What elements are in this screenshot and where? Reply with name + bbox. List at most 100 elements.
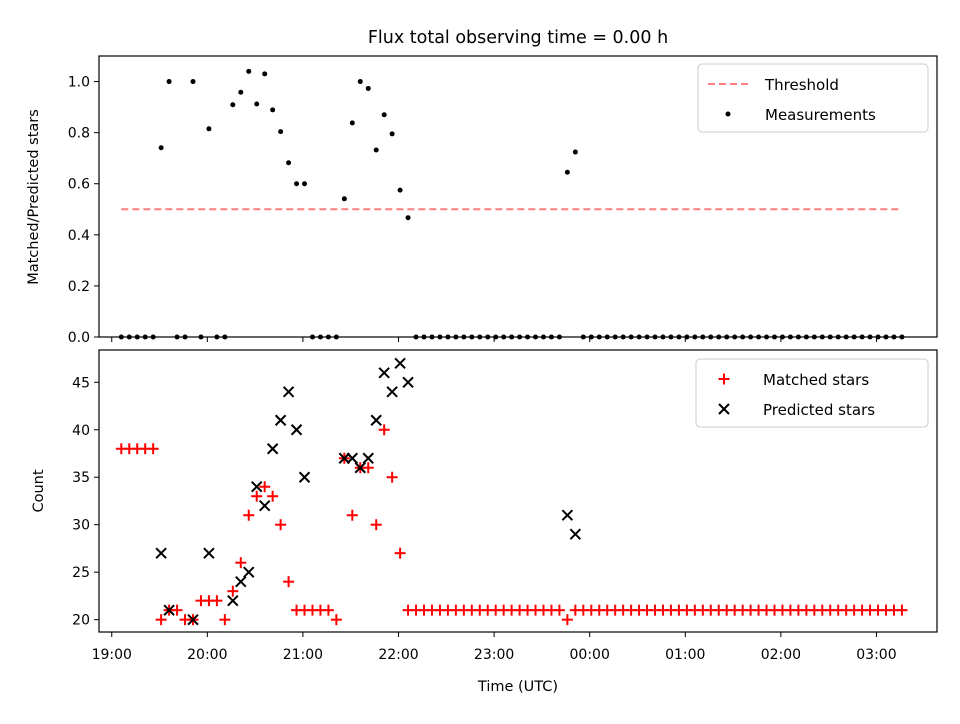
predicted-marker-b	[251, 481, 263, 493]
top-axes-frame	[98, 55, 938, 338]
top-ytick-label: 0.8	[68, 126, 90, 142]
bottom-ytick-label: 35	[72, 470, 90, 486]
measurement-point	[357, 79, 363, 85]
legend-measurements-swatch	[725, 111, 731, 117]
top-ytick-label: 0.0	[68, 330, 90, 346]
measurement-point	[341, 196, 347, 202]
measurement-point	[190, 79, 196, 85]
top-panel: 0.0 0.2 0.4 0.6 0.8 1.0 Matched/Predicted sta…	[26, 55, 938, 346]
measurement-point	[572, 149, 578, 155]
top-panel-marks	[118, 68, 905, 340]
measurement-point	[397, 187, 403, 193]
predicted-marker-b	[561, 509, 574, 521]
matched-star-marker	[370, 519, 382, 531]
predicted-marker-b	[258, 500, 271, 512]
matched-star-marker	[346, 509, 358, 521]
predicted-star-marker	[561, 509, 574, 521]
bottom-ylabel: Count	[31, 469, 47, 512]
legend-predicted-swatch-b	[718, 403, 730, 415]
matched-star-marker	[235, 557, 247, 569]
matched-star-marker	[561, 614, 573, 626]
bottom-axes-frame	[98, 349, 938, 633]
measurement-point	[278, 129, 284, 135]
legend-measurements-label: Measurements	[765, 106, 876, 124]
predicted-marker-b	[282, 386, 295, 398]
predicted-star-marker	[290, 424, 303, 436]
measurement-point	[238, 89, 244, 95]
bottom-ytick-label: 45	[72, 375, 90, 391]
measurement-point	[286, 160, 292, 166]
predicted-marker-b	[203, 547, 215, 559]
matched-star-marker	[251, 490, 263, 502]
matched-star-marker	[155, 614, 167, 626]
top-ytick-label: 1.0	[68, 75, 90, 91]
matched-star-marker	[322, 604, 334, 616]
measurement-point	[246, 68, 252, 74]
predicted-marker-b	[370, 414, 382, 426]
measurement-point	[294, 181, 300, 187]
predicted-star-marker	[163, 604, 175, 616]
matched-star-marker	[275, 519, 287, 531]
matched-star-marker	[259, 481, 271, 493]
bottom-ytick-label: 40	[72, 423, 90, 439]
measurement-point	[405, 215, 411, 221]
measurement-point	[230, 102, 236, 108]
measurement-point	[206, 126, 212, 132]
predicted-star-marker	[203, 547, 215, 559]
predicted-star-marker	[258, 500, 271, 512]
xtick-label: 03:00	[856, 647, 896, 663]
predicted-marker-b	[386, 386, 398, 398]
predicted-star-marker	[378, 367, 390, 379]
measurement-point	[270, 107, 276, 113]
predicted-star-marker	[243, 566, 255, 578]
measurement-point	[381, 112, 387, 118]
predicted-marker-b	[187, 613, 199, 626]
predicted-star-marker	[298, 471, 311, 483]
xtick-label: 22:00	[378, 647, 418, 663]
bottom-ytick-label: 20	[72, 613, 90, 629]
measurement-point	[158, 145, 164, 151]
matched-star-marker	[896, 604, 908, 616]
predicted-marker-b	[243, 566, 255, 578]
bottom-legend-box	[695, 358, 929, 428]
predicted-marker-b	[298, 471, 311, 483]
predicted-marker-b	[155, 547, 167, 559]
predicted-star-marker	[227, 594, 239, 607]
bottom-ytick-label: 25	[72, 565, 90, 581]
xtick-label: 00:00	[570, 647, 610, 663]
xtick-label: 19:00	[92, 647, 132, 663]
top-legend: Threshold Measurements	[697, 63, 929, 133]
top-ylabel: Matched/Predicted stars	[26, 109, 42, 285]
matched-star-marker	[283, 576, 295, 588]
matched-star-marker	[243, 509, 255, 521]
matched-star-marker	[378, 424, 390, 436]
predicted-marker-b	[227, 594, 239, 607]
chart-title: Flux total observing time = 0.00 h	[368, 28, 668, 48]
x-axis-label: Time (UTC)	[477, 679, 558, 695]
measurement-point	[262, 71, 268, 77]
predicted-star-marker	[155, 547, 167, 559]
measurement-point	[349, 120, 355, 126]
legend-threshold-label: Threshold	[764, 76, 839, 94]
measurement-point	[365, 85, 371, 91]
bottom-panel-axes: 20 25 30 35 40 45	[72, 349, 938, 633]
bottom-legend: Matched stars Predicted stars	[695, 358, 929, 428]
predicted-star-marker	[282, 386, 295, 398]
matched-star-marker	[553, 604, 565, 616]
predicted-star-marker	[394, 357, 406, 370]
top-ytick-label: 0.4	[68, 228, 90, 244]
predicted-star-marker	[354, 462, 366, 474]
xtick-label: 21:00	[283, 647, 323, 663]
measurement-point	[389, 131, 395, 137]
bottom-panel-marks	[115, 357, 908, 626]
predicted-star-marker	[362, 452, 374, 464]
predicted-marker-b	[235, 575, 247, 588]
predicted-star-marker	[569, 528, 582, 540]
bottom-panel: 20 25 30 35 40 45 Count Matched stars Predicte…	[31, 349, 938, 633]
xtick-label: 01:00	[665, 647, 705, 663]
predicted-star-marker	[386, 386, 398, 398]
predicted-marker-b	[378, 367, 390, 379]
matched-star-marker	[171, 604, 183, 616]
predicted-star-marker	[235, 575, 247, 588]
